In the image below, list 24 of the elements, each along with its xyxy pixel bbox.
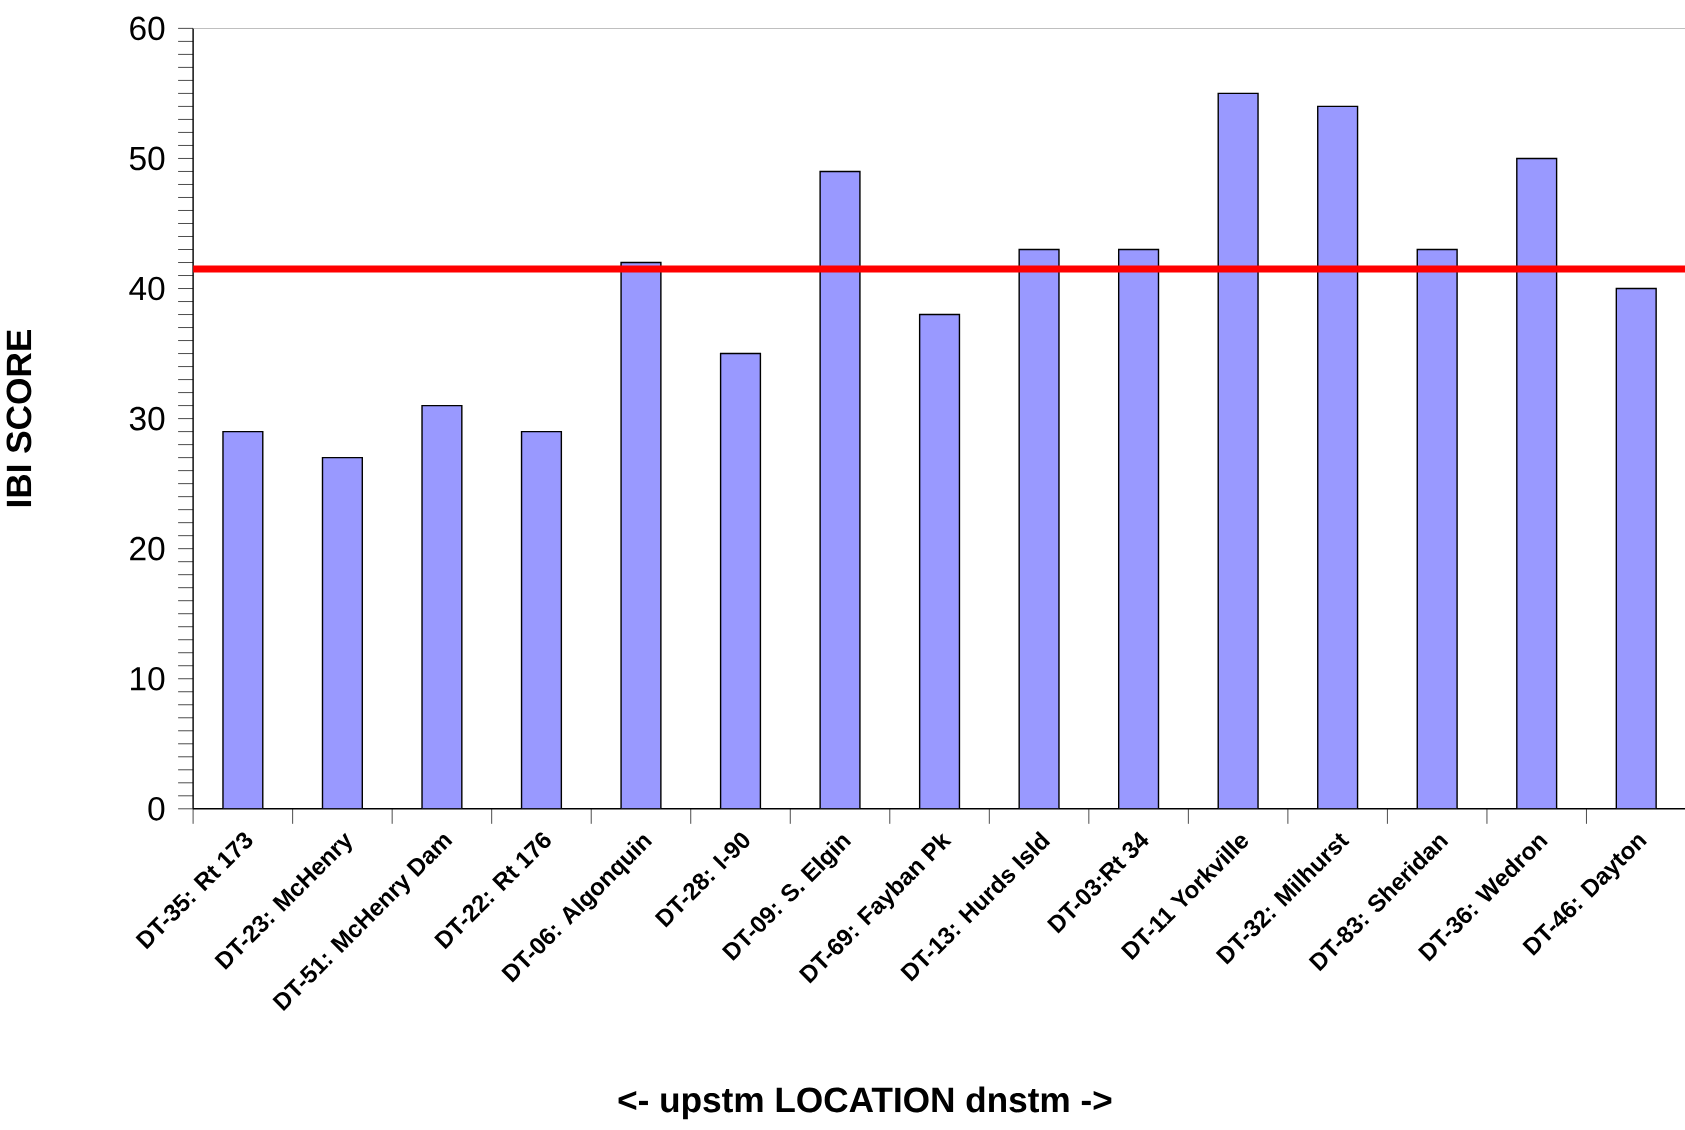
bar [222,431,263,809]
bar [1019,249,1059,809]
bar [521,431,562,809]
bar [422,405,462,809]
y-tick-label: 30 [129,406,165,431]
bar [820,171,860,809]
y-tick-label: 20 [130,536,165,561]
y-tick-label: 60 [130,16,165,41]
bar [1317,106,1358,809]
bar [621,262,661,809]
bar [1118,249,1159,809]
y-tick-label: 0 [148,796,165,821]
x-axis-title: <- upstm LOCATION dnstm -> [618,1086,1112,1120]
bar [720,353,761,809]
y-tick-label: 50 [129,146,165,171]
bar [1417,249,1458,809]
bar [1218,93,1259,809]
y-tick-label: 40 [129,276,165,301]
y-axis-title: IBI SCORE [6,330,32,507]
bar [1615,287,1657,809]
bar [919,314,960,809]
y-tick-label: 10 [131,666,165,691]
bar [322,457,363,809]
bar [1516,158,1557,809]
